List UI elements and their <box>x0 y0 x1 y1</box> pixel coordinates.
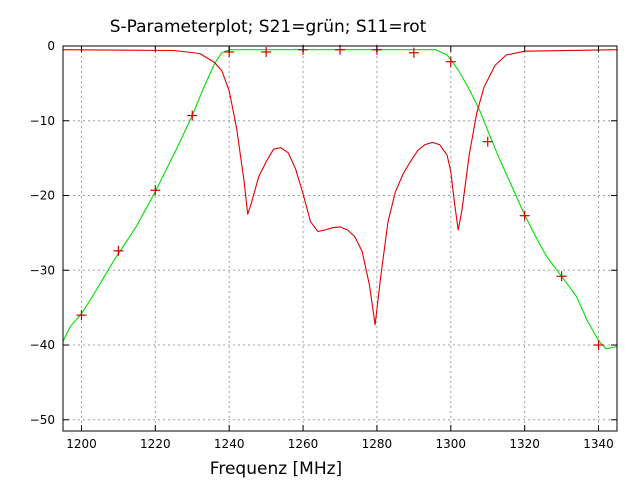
x-tick-label: 1220 <box>140 437 171 451</box>
y-tick-label: −20 <box>30 189 55 203</box>
x-tick-label: 1280 <box>362 437 393 451</box>
grid-lines <box>63 46 617 431</box>
plot-frame <box>62 45 618 432</box>
y-tick-label: −30 <box>30 263 55 277</box>
x-tick-label: 1200 <box>66 437 97 451</box>
x-tick-label: 1300 <box>436 437 467 451</box>
series-group <box>62 44 618 351</box>
data-point-marker <box>519 210 530 221</box>
data-point-marker <box>113 245 124 256</box>
x-tick-label: 1260 <box>288 437 319 451</box>
data-point-marker <box>593 340 604 351</box>
y-tick-label: −40 <box>30 338 55 352</box>
y-tick-label: −10 <box>30 114 55 128</box>
data-point-marker <box>556 271 567 282</box>
y-tick-label: 0 <box>47 39 55 53</box>
data-point-marker <box>76 310 87 321</box>
series-line-1 <box>62 49 618 326</box>
data-point-marker <box>150 185 161 196</box>
y-tick-label: −50 <box>30 413 55 427</box>
x-tick-label: 1240 <box>214 437 245 451</box>
chart-title: S-Parameterplot; S21=grün; S11=rot <box>110 17 427 37</box>
data-point-marker <box>482 136 493 147</box>
x-tick-label: 1340 <box>583 437 614 451</box>
tick-labels: 1200 1220 1240 1260 1280 1300 1320 1340 0 −10 −20 −… <box>30 39 617 451</box>
data-point-marker <box>445 56 456 67</box>
data-point-marker <box>187 110 198 121</box>
x-tick-label: 1320 <box>509 437 540 451</box>
x-axis-label: Frequenz [MHz] <box>210 459 342 479</box>
data-point-marker <box>408 47 419 58</box>
data-point-marker <box>261 46 272 57</box>
